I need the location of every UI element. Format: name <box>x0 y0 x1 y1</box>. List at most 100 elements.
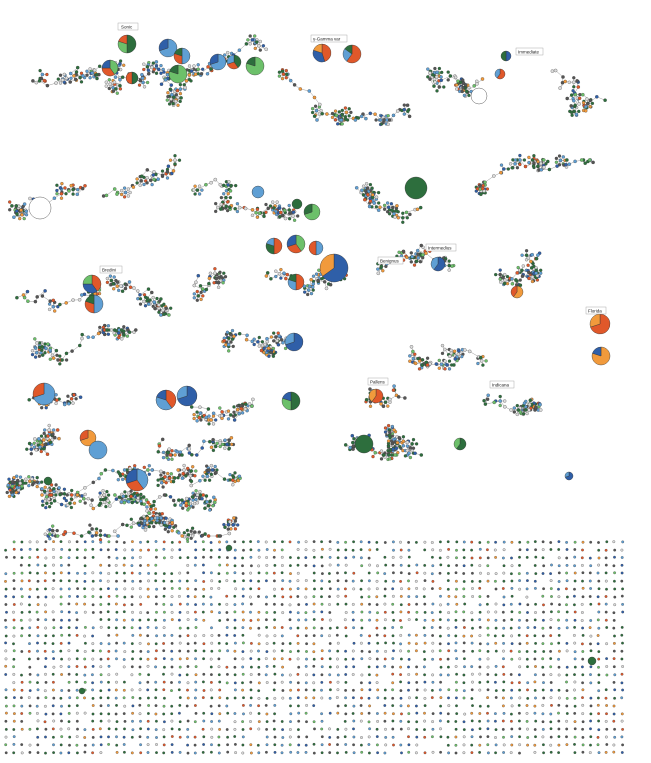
node <box>196 63 200 67</box>
node <box>184 496 189 501</box>
node <box>276 343 281 347</box>
node <box>420 358 425 362</box>
node <box>445 363 449 367</box>
node <box>88 523 92 527</box>
node <box>10 480 15 484</box>
node <box>567 162 572 166</box>
node <box>49 501 53 505</box>
node <box>539 268 543 272</box>
node <box>431 73 435 77</box>
node <box>340 122 344 126</box>
node <box>27 398 31 402</box>
node <box>388 430 392 435</box>
node <box>119 192 124 197</box>
node <box>577 96 582 101</box>
node <box>71 187 75 192</box>
node <box>403 454 408 458</box>
node <box>250 38 255 42</box>
node <box>80 494 84 498</box>
node <box>85 73 89 77</box>
node <box>416 252 420 257</box>
node <box>403 396 407 400</box>
node <box>536 159 540 164</box>
node <box>237 48 242 52</box>
node <box>193 474 197 478</box>
node <box>45 491 49 495</box>
node <box>494 272 498 277</box>
node <box>211 411 216 416</box>
node <box>515 271 519 275</box>
node <box>108 504 112 508</box>
node <box>333 109 338 113</box>
node <box>189 483 193 488</box>
node <box>401 249 406 254</box>
node <box>520 268 524 273</box>
node <box>173 162 177 166</box>
node <box>99 471 104 476</box>
node <box>127 280 132 284</box>
node <box>313 104 318 108</box>
node <box>103 468 108 472</box>
node <box>136 297 140 301</box>
node <box>112 331 116 335</box>
node <box>114 497 119 501</box>
node <box>515 166 520 170</box>
node <box>25 289 30 294</box>
node <box>373 112 377 116</box>
node <box>405 444 410 448</box>
node <box>557 154 562 158</box>
node <box>198 478 202 483</box>
node <box>432 84 436 88</box>
node <box>138 293 142 297</box>
node <box>237 474 242 479</box>
node <box>208 508 212 512</box>
node <box>22 202 27 206</box>
node <box>413 352 417 356</box>
node <box>54 493 58 497</box>
node <box>387 433 392 438</box>
node <box>498 403 502 408</box>
node <box>272 339 276 343</box>
node <box>398 444 402 449</box>
node <box>553 68 558 73</box>
node <box>69 397 74 401</box>
node <box>83 184 87 188</box>
node <box>391 113 396 118</box>
node <box>8 200 12 204</box>
node <box>142 299 146 304</box>
node <box>277 334 281 338</box>
node <box>309 291 314 296</box>
node <box>213 500 217 505</box>
node <box>173 154 177 158</box>
node <box>415 207 420 212</box>
node <box>55 398 59 402</box>
node <box>572 85 576 89</box>
node <box>197 192 202 196</box>
node <box>508 162 513 166</box>
node <box>225 200 230 204</box>
node <box>160 169 165 173</box>
node <box>512 410 516 414</box>
node <box>147 511 151 515</box>
node <box>368 199 373 203</box>
node <box>222 338 226 343</box>
node <box>106 493 111 497</box>
node <box>68 80 72 84</box>
node <box>440 343 445 348</box>
node <box>274 335 278 339</box>
node <box>193 184 197 188</box>
node <box>527 408 531 412</box>
node <box>122 468 127 472</box>
node <box>156 478 160 482</box>
node <box>154 60 159 64</box>
node <box>554 160 559 164</box>
node <box>227 205 232 210</box>
node <box>275 200 279 204</box>
node <box>385 201 390 205</box>
node <box>306 292 310 297</box>
node <box>310 110 315 115</box>
node <box>524 405 528 409</box>
node <box>199 297 203 302</box>
node <box>195 298 199 302</box>
